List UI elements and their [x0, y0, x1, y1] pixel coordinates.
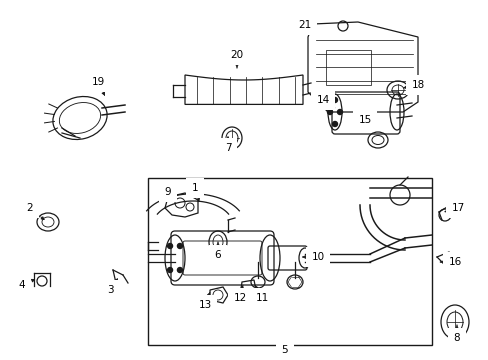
Bar — [148, 178, 431, 345]
Text: 3: 3 — [106, 279, 117, 295]
Text: 6: 6 — [214, 242, 221, 260]
Text: 5: 5 — [281, 345, 288, 355]
Text: 2: 2 — [27, 203, 44, 220]
Circle shape — [332, 98, 337, 103]
Text: 11: 11 — [255, 285, 268, 303]
Text: 4: 4 — [19, 279, 35, 290]
Text: 8: 8 — [453, 325, 459, 343]
Circle shape — [167, 243, 172, 248]
Text: 16: 16 — [440, 257, 461, 267]
Circle shape — [177, 267, 182, 273]
Text: 12: 12 — [233, 285, 246, 303]
Text: 10: 10 — [302, 252, 324, 262]
Text: 13: 13 — [198, 292, 211, 310]
Text: 9: 9 — [164, 187, 172, 197]
Text: 19: 19 — [91, 77, 104, 95]
Text: 1: 1 — [191, 183, 199, 202]
Circle shape — [327, 109, 332, 114]
Text: 7: 7 — [224, 137, 231, 153]
Circle shape — [177, 243, 182, 248]
Text: 15: 15 — [358, 115, 371, 125]
Circle shape — [332, 122, 337, 126]
Text: 20: 20 — [230, 50, 243, 68]
Circle shape — [167, 267, 172, 273]
Text: 18: 18 — [403, 80, 424, 90]
Text: 14: 14 — [316, 95, 334, 108]
Bar — [325, 50, 370, 85]
Text: 21: 21 — [298, 20, 311, 30]
Circle shape — [337, 109, 342, 114]
Text: 17: 17 — [444, 203, 464, 213]
